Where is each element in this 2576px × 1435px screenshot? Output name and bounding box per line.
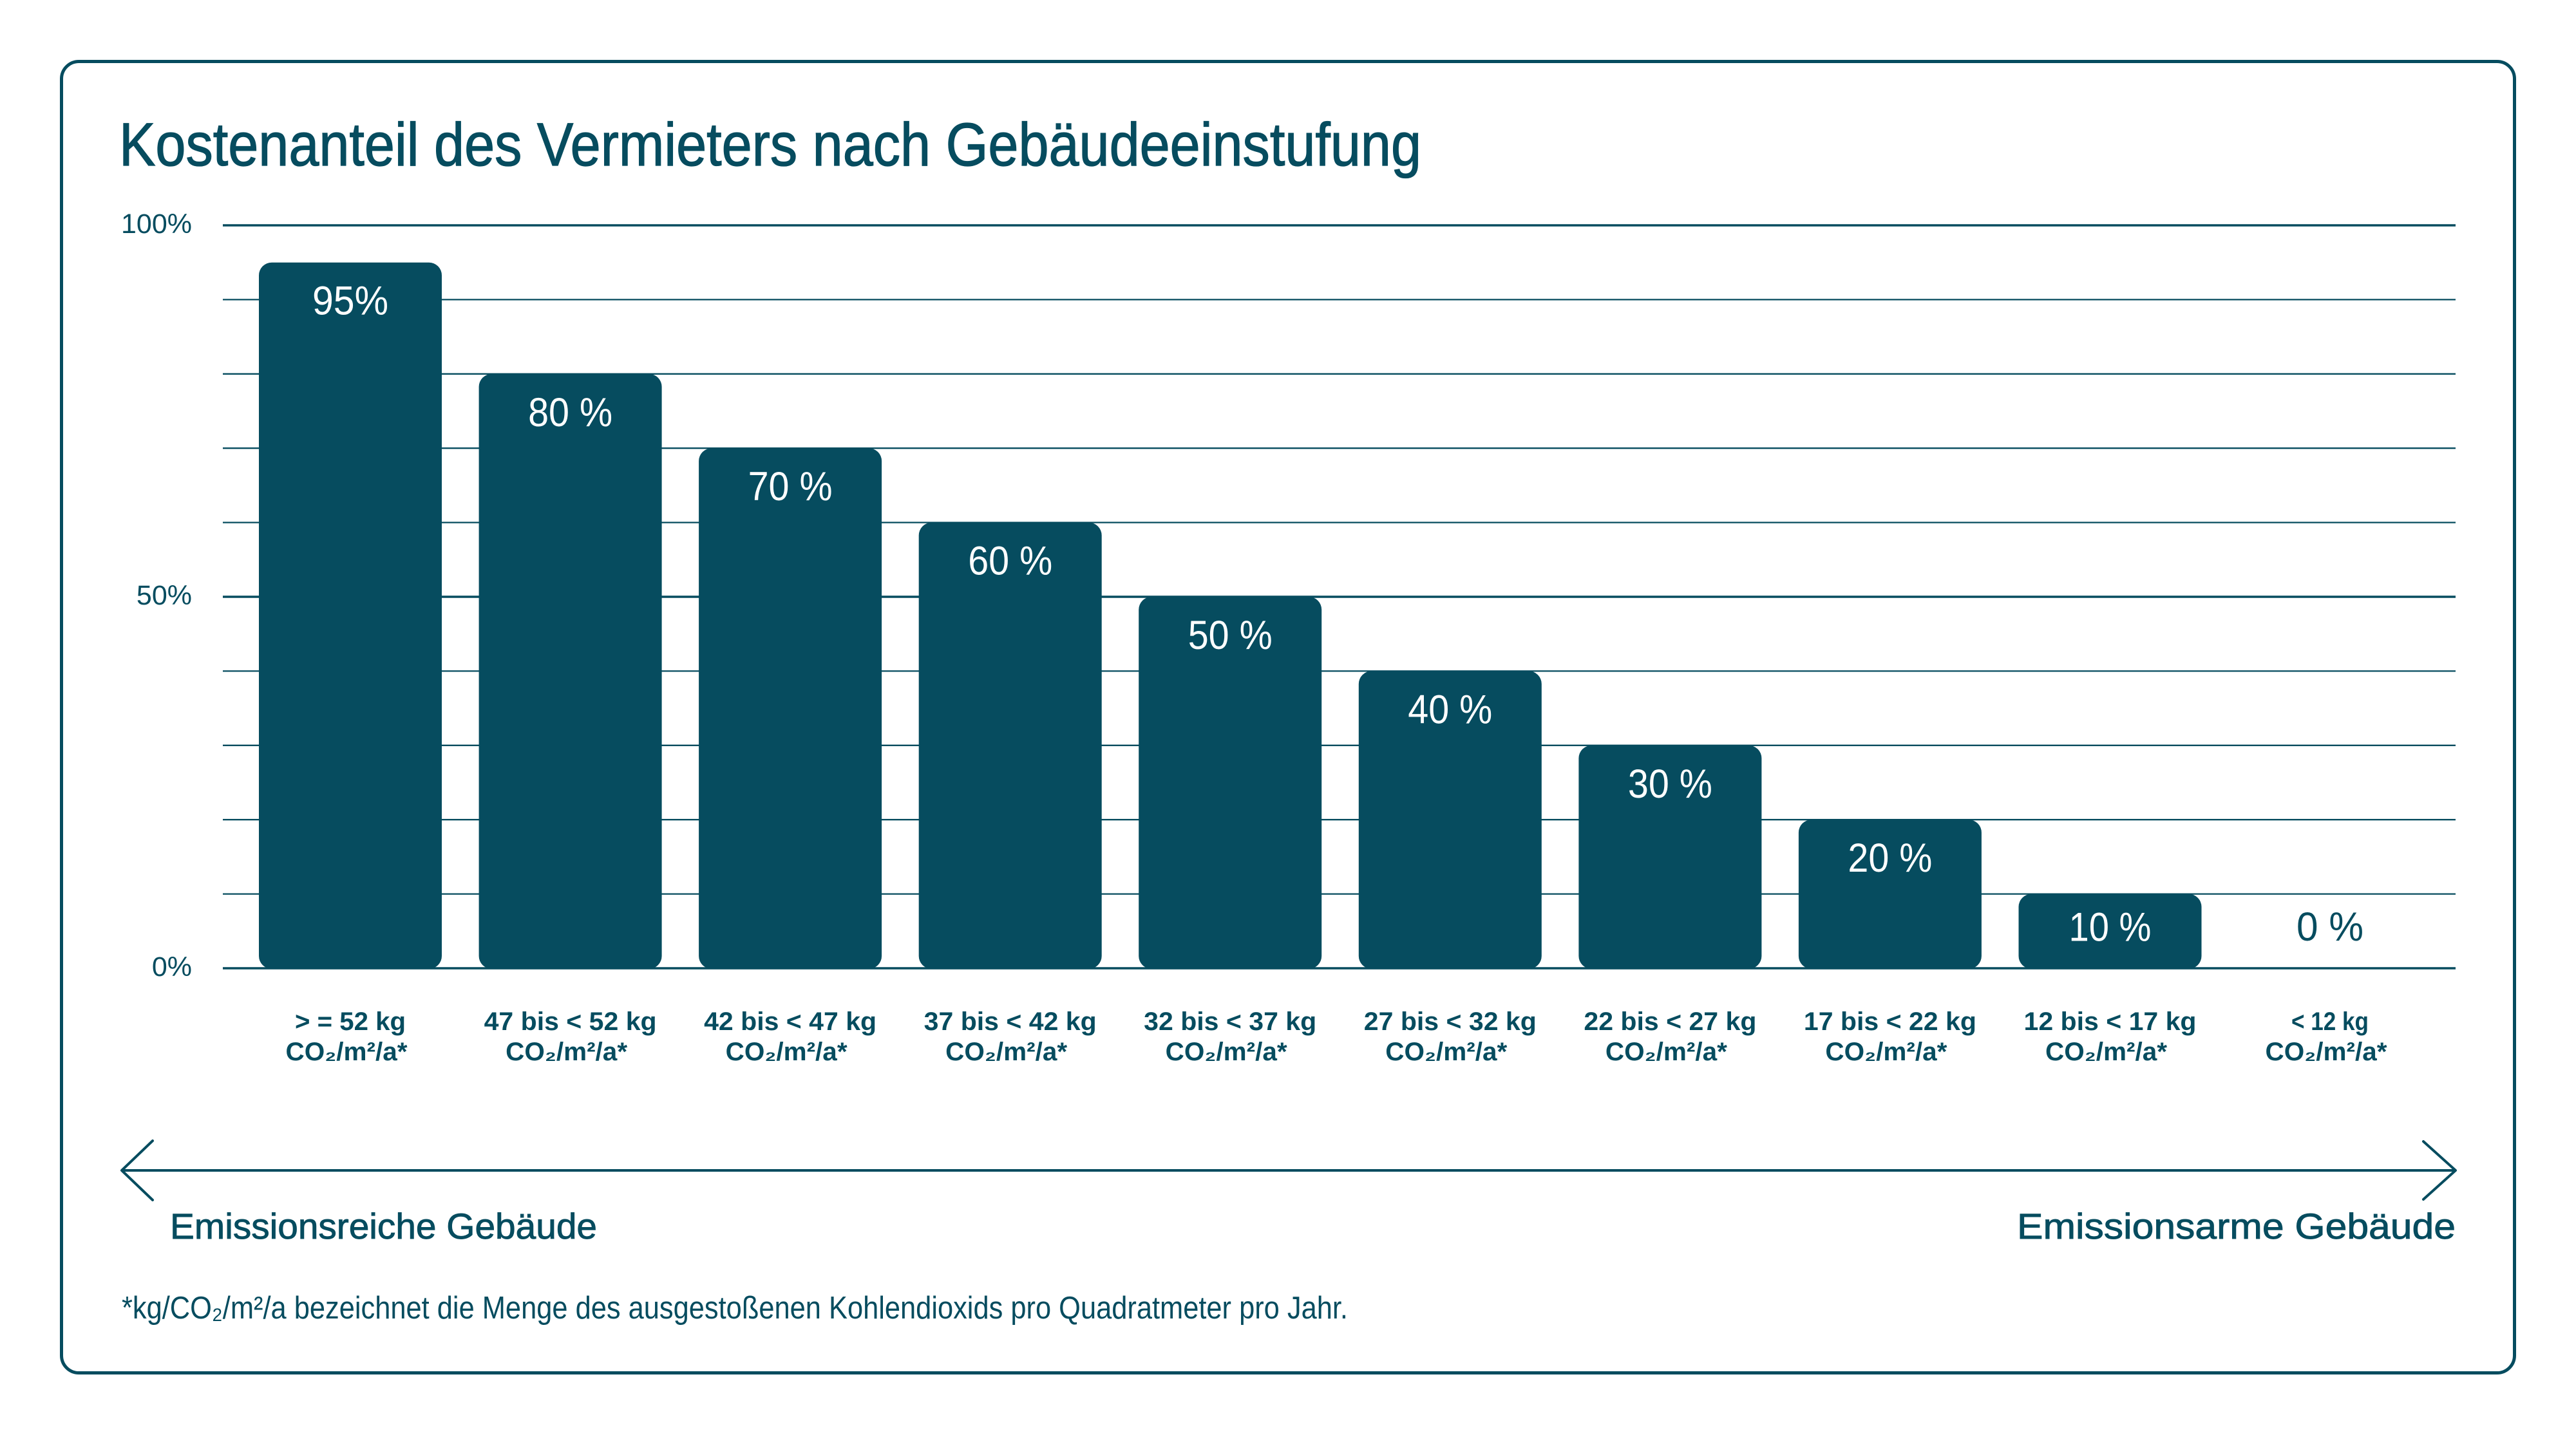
- svg-text:CO₂/m²/a*: CO₂/m²/a*: [506, 1038, 627, 1066]
- svg-text:60 %: 60 %: [968, 539, 1052, 584]
- svg-text:*kg/CO₂/m²/a bezeichnet die Me: *kg/CO₂/m²/a bezeichnet die Menge des au…: [122, 1291, 1348, 1326]
- svg-text:0%: 0%: [152, 952, 192, 982]
- svg-text:70 %: 70 %: [748, 464, 833, 509]
- svg-text:27 bis < 32 kg: 27 bis < 32 kg: [1364, 1008, 1537, 1036]
- svg-text:95%: 95%: [312, 279, 388, 324]
- svg-text:80 %: 80 %: [528, 390, 612, 435]
- svg-text:50 %: 50 %: [1188, 613, 1273, 658]
- svg-text:100%: 100%: [121, 209, 192, 239]
- svg-text:CO₂/m²/a*: CO₂/m²/a*: [726, 1038, 848, 1066]
- svg-text:Kostenanteil des Vermieters na: Kostenanteil des Vermieters nach Gebäude…: [119, 111, 1421, 179]
- svg-text:Emissionsarme Gebäude: Emissionsarme Gebäude: [2017, 1206, 2456, 1246]
- svg-text:< 12 kg: < 12 kg: [2291, 1008, 2369, 1036]
- svg-text:CO₂/m²/a*: CO₂/m²/a*: [1385, 1038, 1507, 1066]
- svg-text:CO₂/m²/a*: CO₂/m²/a*: [1825, 1038, 1947, 1066]
- svg-text:Emissionsreiche Gebäude: Emissionsreiche Gebäude: [170, 1206, 597, 1246]
- svg-text:47 bis < 52 kg: 47 bis < 52 kg: [484, 1008, 657, 1036]
- svg-text:17 bis < 22 kg: 17 bis < 22 kg: [1804, 1008, 1976, 1036]
- svg-text:0 %: 0 %: [2297, 905, 2363, 950]
- svg-text:37 bis < 42 kg: 37 bis < 42 kg: [924, 1008, 1097, 1036]
- svg-text:50%: 50%: [137, 580, 192, 611]
- svg-text:30 %: 30 %: [1628, 762, 1712, 807]
- svg-text:12 bis < 17 kg: 12 bis < 17 kg: [2024, 1008, 2197, 1036]
- svg-text:CO₂/m²/a*: CO₂/m²/a*: [2266, 1038, 2387, 1066]
- svg-text:42 bis < 47 kg: 42 bis < 47 kg: [704, 1008, 876, 1036]
- svg-text:CO₂/m²/a*: CO₂/m²/a*: [1605, 1038, 1727, 1066]
- svg-text:10 %: 10 %: [2069, 905, 2152, 950]
- svg-text:CO₂/m²/a*: CO₂/m²/a*: [1166, 1038, 1287, 1066]
- svg-text:22 bis < 27 kg: 22 bis < 27 kg: [1584, 1008, 1756, 1036]
- svg-text:40 %: 40 %: [1408, 687, 1492, 732]
- svg-text:CO₂/m²/a*: CO₂/m²/a*: [2045, 1038, 2167, 1066]
- svg-text:CO₂/m²/a*: CO₂/m²/a*: [286, 1038, 408, 1066]
- svg-text:20 %: 20 %: [1848, 836, 1932, 881]
- svg-text:CO₂/m²/a*: CO₂/m²/a*: [945, 1038, 1067, 1066]
- svg-text:> = 52 kg: > = 52 kg: [295, 1008, 406, 1036]
- svg-text:32 bis < 37 kg: 32 bis < 37 kg: [1144, 1008, 1316, 1036]
